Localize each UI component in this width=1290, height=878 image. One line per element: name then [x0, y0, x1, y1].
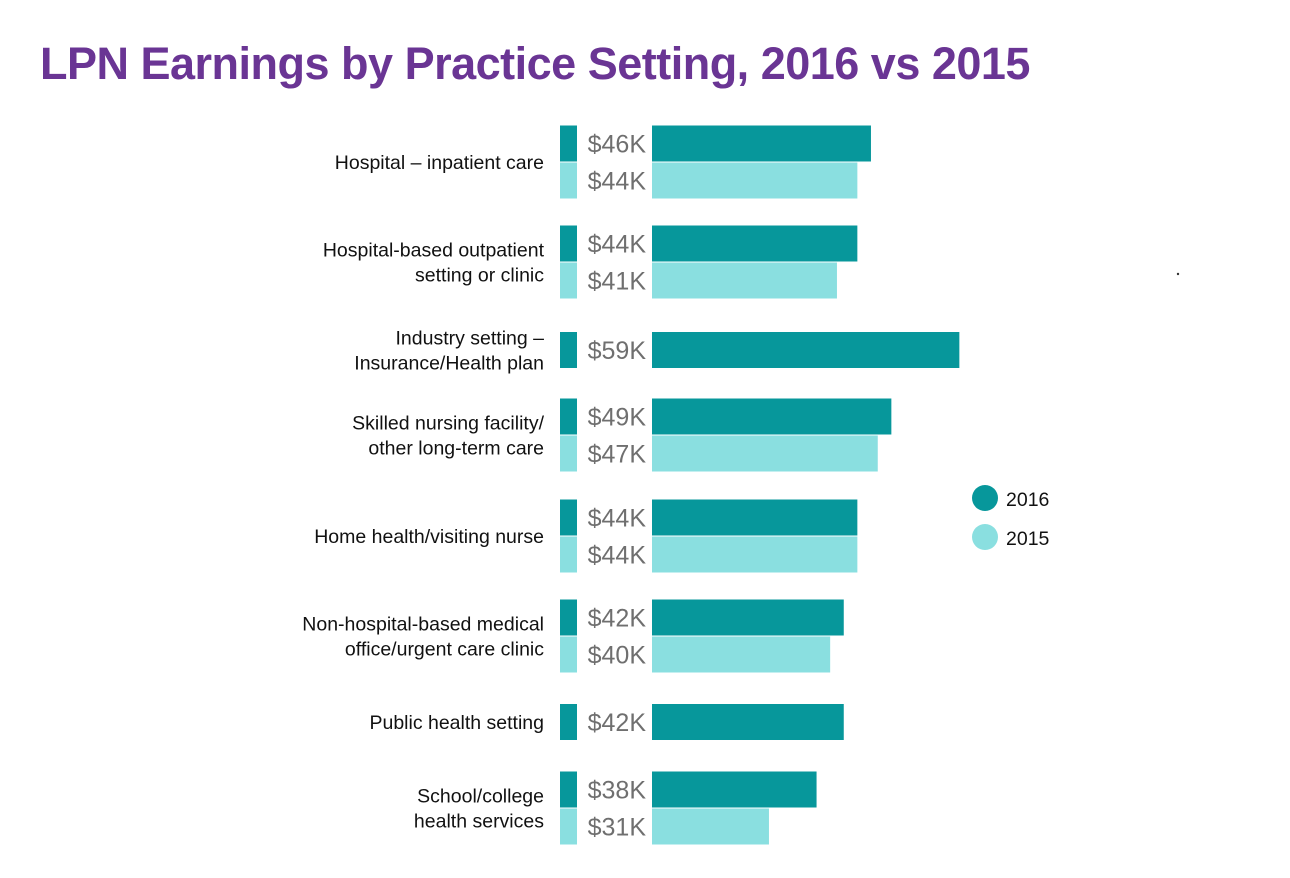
category-label-7-1: health services [414, 811, 544, 833]
bar-stub-2015-7 [560, 808, 577, 845]
chart-title: LPN Earnings by Practice Setting, 2016 v… [40, 38, 1030, 89]
bar-2016-2 [652, 332, 960, 368]
category-label-2-0: Industry setting – [396, 328, 545, 350]
bar-2016-1 [652, 225, 858, 262]
bar-2016-6 [652, 704, 844, 740]
value-label-2016-0: $46K [588, 131, 647, 159]
bar-stub-2016-4 [560, 499, 577, 536]
bar-2015-3 [652, 435, 878, 472]
legend-label-2016: 2016 [1006, 489, 1049, 511]
bar-stub-2015-0 [560, 162, 577, 199]
category-label-4-0: Home health/visiting nurse [314, 526, 544, 548]
bar-stub-2016-6 [560, 704, 577, 740]
category-label-3-1: other long-term care [368, 438, 544, 460]
value-label-2015-5: $40K [588, 642, 647, 670]
category-label-5-0: Non-hospital-based medical [302, 614, 544, 636]
bar-stub-2016-0 [560, 125, 577, 162]
value-label-2016-2: $59K [588, 337, 647, 365]
bar-stub-2015-5 [560, 636, 577, 673]
value-label-2016-5: $42K [588, 605, 647, 633]
bar-2015-4 [652, 536, 858, 573]
value-label-2016-3: $49K [588, 404, 647, 432]
bar-2015-7 [652, 808, 769, 845]
bar-stub-2016-7 [560, 771, 577, 808]
category-label-7-0: School/college [417, 786, 544, 808]
category-label-6-0: Public health setting [369, 712, 544, 734]
bar-stub-2016-3 [560, 398, 577, 435]
bar-stub-2015-1 [560, 262, 577, 299]
bar-2015-1 [652, 262, 837, 299]
bar-2015-0 [652, 162, 858, 199]
category-label-1-1: setting or clinic [415, 265, 544, 287]
bar-stub-2015-3 [560, 435, 577, 472]
legend-swatch-2016 [972, 485, 998, 511]
category-label-1-0: Hospital-based outpatient [323, 240, 545, 262]
value-label-2015-0: $44K [588, 168, 647, 196]
category-label-0-0: Hospital – inpatient care [335, 152, 544, 174]
value-label-2015-3: $47K [588, 441, 647, 469]
chart-rows: $46K $44K Hospital – inpatient care $44K $41… [302, 125, 960, 845]
value-label-2016-4: $44K [588, 505, 647, 533]
value-label-2016-1: $44K [588, 231, 647, 259]
bar-2015-5 [652, 636, 831, 673]
value-label-2015-7: $31K [588, 814, 647, 842]
bar-stub-2015-4 [560, 536, 577, 573]
legend-swatch-2015 [972, 524, 998, 550]
value-label-2016-6: $42K [588, 709, 647, 737]
bar-stub-2016-2 [560, 332, 577, 368]
value-label-2015-1: $41K [588, 268, 647, 296]
category-label-5-1: office/urgent care clinic [345, 639, 544, 661]
bar-stub-2016-1 [560, 225, 577, 262]
value-label-2016-7: $38K [588, 777, 647, 805]
bar-2016-5 [652, 599, 844, 636]
bar-2016-3 [652, 398, 892, 435]
bar-2016-7 [652, 771, 817, 808]
bar-2016-4 [652, 499, 858, 536]
value-label-2015-4: $44K [588, 542, 647, 570]
legend-label-2015: 2015 [1006, 528, 1050, 550]
category-label-2-1: Insurance/Health plan [354, 353, 544, 375]
bar-stub-2016-5 [560, 599, 577, 636]
bar-2016-0 [652, 125, 871, 162]
stray-dot [1176, 272, 1180, 276]
category-label-3-0: Skilled nursing facility/ [352, 413, 544, 435]
legend: 2016 2015 [972, 485, 1050, 550]
